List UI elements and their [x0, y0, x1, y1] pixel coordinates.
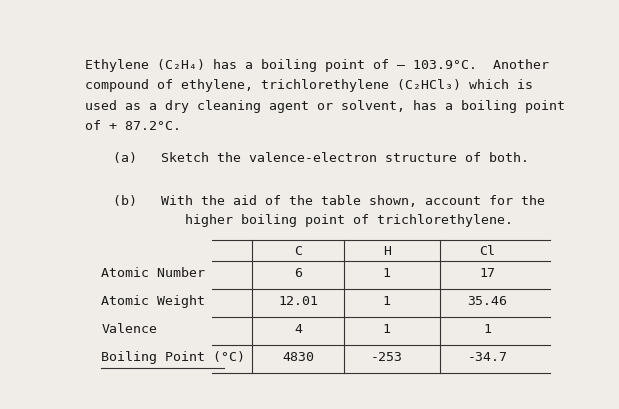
- Text: higher boiling point of trichlorethylene.: higher boiling point of trichlorethylene…: [113, 214, 513, 227]
- Text: 1: 1: [483, 322, 491, 335]
- Text: 17: 17: [480, 267, 496, 280]
- Text: used as a dry cleaning agent or solvent, has a boiling point: used as a dry cleaning agent or solvent,…: [85, 99, 565, 112]
- Text: 1: 1: [383, 322, 391, 335]
- Text: Boiling Point (°C): Boiling Point (°C): [102, 350, 245, 363]
- Text: -34.7: -34.7: [467, 350, 508, 363]
- Text: (b)   With the aid of the table shown, account for the: (b) With the aid of the table shown, acc…: [113, 194, 545, 207]
- Text: of + 87.2°C.: of + 87.2°C.: [85, 120, 181, 133]
- Text: 1: 1: [383, 294, 391, 307]
- Text: 35.46: 35.46: [467, 294, 508, 307]
- Text: -253: -253: [371, 350, 403, 363]
- Text: 1: 1: [383, 267, 391, 280]
- Text: Atomic Number: Atomic Number: [102, 267, 206, 280]
- Text: 6: 6: [294, 267, 302, 280]
- Text: Atomic Weight: Atomic Weight: [102, 294, 206, 307]
- Text: 4: 4: [294, 322, 302, 335]
- Text: H: H: [383, 245, 391, 258]
- Text: compound of ethylene, trichlorethylene (C₂HCl₃) which is: compound of ethylene, trichlorethylene (…: [85, 79, 532, 92]
- Text: 12.01: 12.01: [278, 294, 318, 307]
- Text: Ethylene (C₂H₄) has a boiling point of – 103.9°C.  Another: Ethylene (C₂H₄) has a boiling point of –…: [85, 58, 548, 72]
- Text: C: C: [294, 245, 302, 258]
- Text: Valence: Valence: [102, 322, 157, 335]
- Text: (a)   Sketch the valence-electron structure of both.: (a) Sketch the valence-electron structur…: [113, 151, 529, 164]
- Text: 4830: 4830: [282, 350, 314, 363]
- Text: Cl: Cl: [480, 245, 496, 258]
